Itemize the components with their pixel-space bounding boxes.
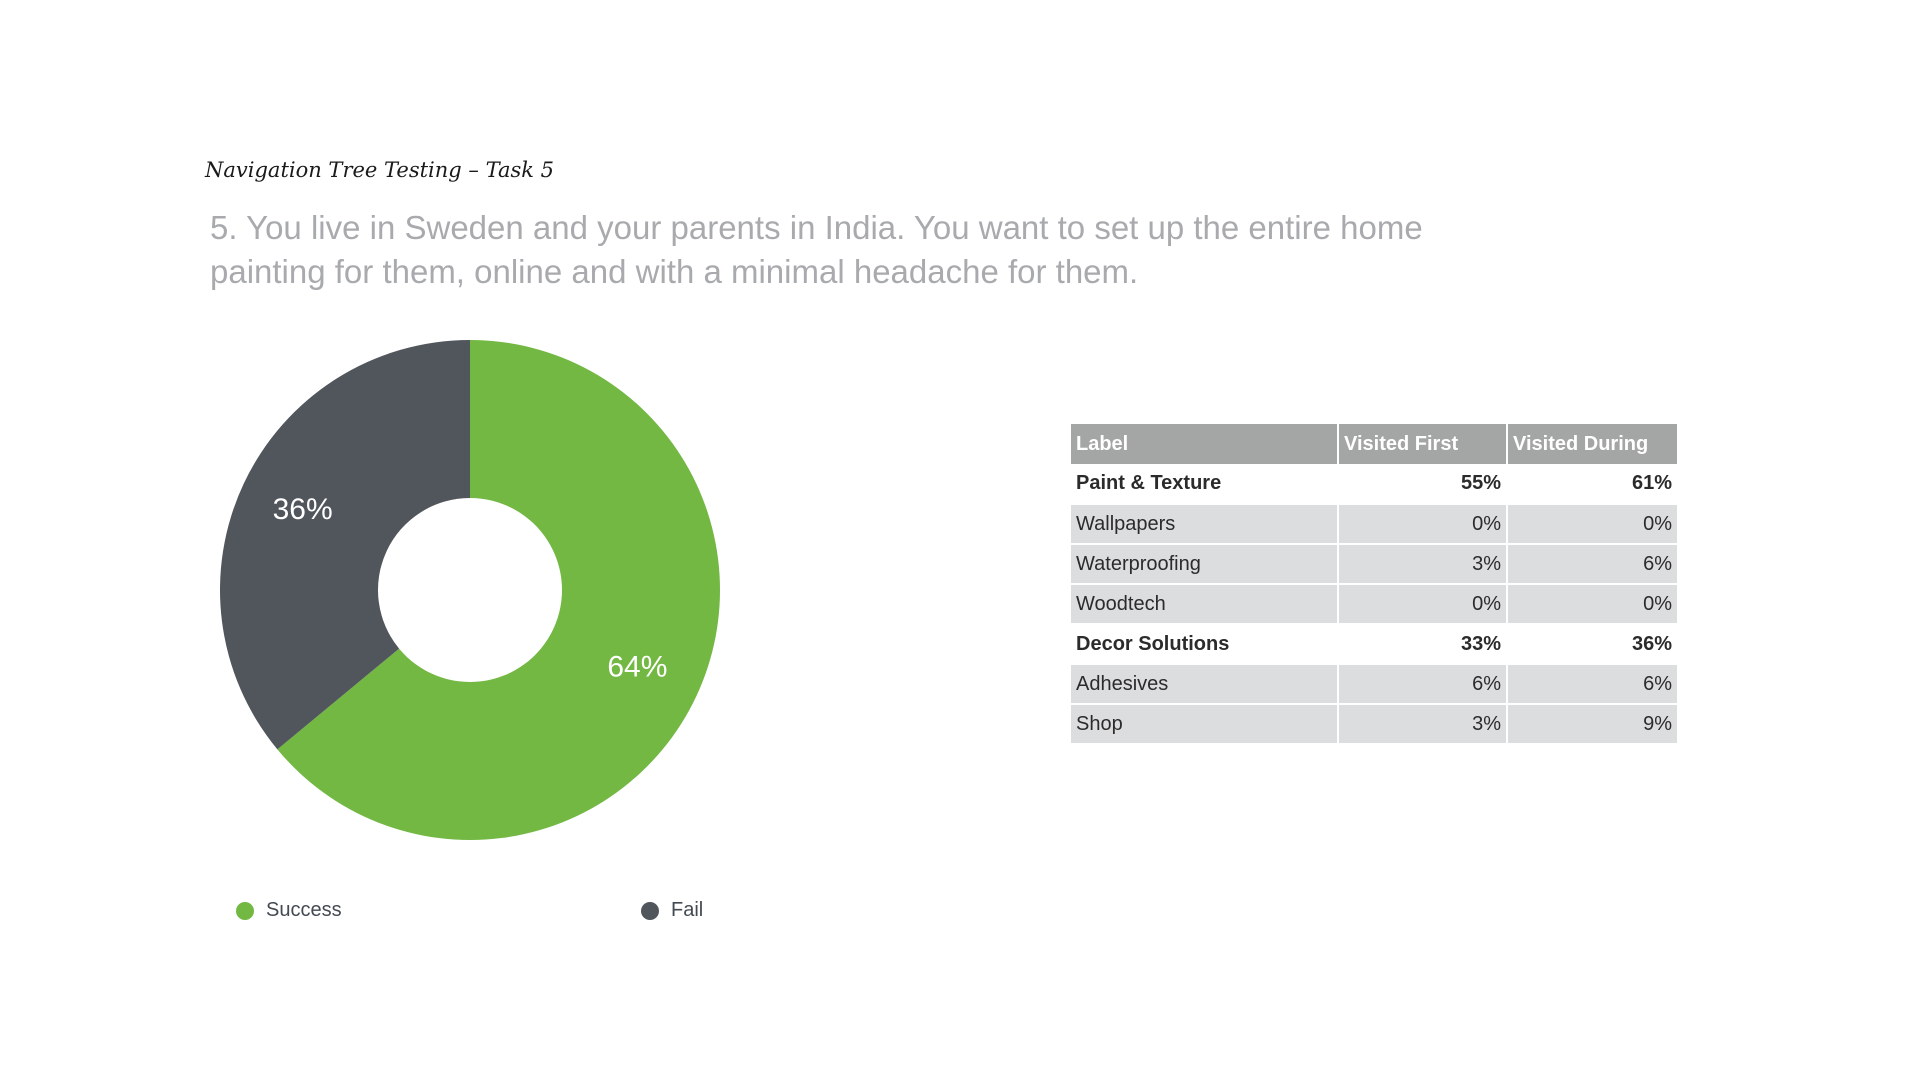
legend-item-success: Success [236, 899, 342, 922]
cell-visited-during: 9% [1507, 704, 1677, 745]
cell-visited-first: 0% [1338, 584, 1508, 625]
table-row: Shop 3% 9% [1071, 704, 1677, 745]
cell-label: Shop [1071, 704, 1339, 745]
legend-swatch-success [236, 901, 254, 920]
cell-visited-during: 0% [1507, 584, 1677, 625]
legend-label-success: Success [266, 899, 342, 921]
table-row: Wallpapers 0% 0% [1071, 504, 1677, 545]
donut-slice-fail [219, 340, 470, 750]
table-row: Waterproofing 3% 6% [1071, 544, 1677, 585]
legend-swatch-fail [641, 901, 659, 920]
header-visited-first: Visited First [1338, 424, 1508, 464]
cell-visited-first: 3% [1338, 544, 1508, 585]
cell-label: Decor Solutions [1071, 624, 1339, 665]
cell-label: Wallpapers [1071, 504, 1339, 545]
legend-label-fail: Fail [671, 899, 704, 921]
cell-visited-first: 33% [1338, 624, 1508, 665]
table-body: Paint & Texture 55% 61% Wallpapers 0% 0% Water… [1071, 464, 1677, 745]
cell-visited-during: 36% [1507, 624, 1677, 665]
slide-kicker: Navigation Tree Testing – Task 5 [205, 158, 555, 182]
table-row: Paint & Texture 55% 61% [1071, 464, 1677, 505]
table-row: Decor Solutions 33% 36% [1071, 624, 1677, 665]
cell-visited-first: 55% [1338, 464, 1508, 505]
slice-label-fail: 36% [273, 493, 333, 526]
cell-visited-first: 3% [1338, 704, 1508, 745]
cell-visited-during: 6% [1507, 544, 1677, 585]
legend-item-fail: Fail [641, 899, 703, 922]
table-header-row: Label Visited First Visited During [1071, 424, 1677, 464]
cell-visited-first: 0% [1338, 504, 1508, 545]
table-row: Woodtech 0% 0% [1071, 584, 1677, 625]
header-visited-during: Visited During [1507, 424, 1677, 464]
slice-label-success: 64% [607, 651, 667, 684]
cell-visited-during: 61% [1507, 464, 1677, 505]
header-label: Label [1071, 424, 1339, 464]
visits-table: Label Visited First Visited During Paint… [1071, 424, 1677, 745]
task-question: 5. You live in Sweden and your parents i… [210, 209, 1423, 290]
cell-label: Waterproofing [1071, 544, 1339, 585]
cell-label: Adhesives [1071, 664, 1339, 705]
cell-visited-during: 0% [1507, 504, 1677, 545]
success-fail-donut-chart: 64% 36% [219, 340, 720, 840]
cell-visited-first: 6% [1338, 664, 1508, 705]
cell-label: Paint & Texture [1071, 464, 1339, 505]
donut-slice-success [277, 340, 720, 840]
cell-label: Woodtech [1071, 584, 1339, 625]
cell-visited-during: 6% [1507, 664, 1677, 705]
table-row: Adhesives 6% 6% [1071, 664, 1677, 705]
